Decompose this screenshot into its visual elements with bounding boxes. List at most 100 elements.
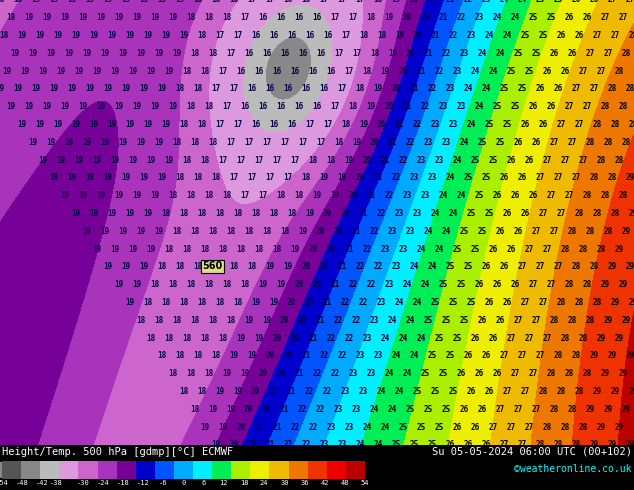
Text: 17: 17 bbox=[333, 49, 343, 58]
Text: 18: 18 bbox=[240, 480, 249, 487]
Text: 19: 19 bbox=[42, 13, 51, 23]
Text: 26: 26 bbox=[460, 405, 469, 414]
Text: 19: 19 bbox=[71, 120, 81, 129]
Text: 560: 560 bbox=[202, 261, 223, 271]
Text: 26: 26 bbox=[503, 209, 512, 218]
Text: 16: 16 bbox=[269, 31, 278, 40]
Text: 25: 25 bbox=[406, 405, 415, 414]
Text: -38: -38 bbox=[49, 480, 62, 487]
Text: 21: 21 bbox=[395, 120, 404, 129]
Text: 22: 22 bbox=[344, 334, 354, 343]
Text: 19: 19 bbox=[56, 156, 66, 165]
Text: 19: 19 bbox=[143, 209, 152, 218]
Text: 19: 19 bbox=[114, 13, 124, 23]
Text: 19: 19 bbox=[89, 209, 98, 218]
Text: 25: 25 bbox=[496, 138, 505, 147]
Text: 26: 26 bbox=[571, 0, 581, 4]
Text: 18: 18 bbox=[370, 49, 379, 58]
Text: 19: 19 bbox=[17, 120, 26, 129]
Text: 16: 16 bbox=[276, 102, 285, 111]
Text: 27: 27 bbox=[557, 209, 566, 218]
Text: 24: 24 bbox=[489, 67, 498, 75]
Text: 19: 19 bbox=[28, 49, 37, 58]
Text: 28: 28 bbox=[614, 156, 624, 165]
Text: 26: 26 bbox=[481, 441, 491, 449]
Text: 17: 17 bbox=[316, 138, 325, 147]
Text: 18: 18 bbox=[226, 227, 235, 236]
Text: 27: 27 bbox=[517, 351, 527, 361]
Text: 28: 28 bbox=[575, 298, 584, 307]
Text: 20: 20 bbox=[251, 387, 260, 396]
Text: 24: 24 bbox=[510, 13, 519, 23]
Text: 24: 24 bbox=[478, 49, 487, 58]
Text: 22: 22 bbox=[366, 280, 375, 289]
Text: 27: 27 bbox=[524, 245, 534, 254]
Text: 28: 28 bbox=[575, 387, 584, 396]
Text: 28: 28 bbox=[560, 245, 570, 254]
Text: 26: 26 bbox=[510, 191, 519, 200]
Text: 26: 26 bbox=[521, 209, 530, 218]
Text: 18: 18 bbox=[197, 120, 206, 129]
Text: 23: 23 bbox=[399, 245, 408, 254]
Text: 27: 27 bbox=[553, 173, 562, 182]
Text: 20: 20 bbox=[266, 351, 275, 361]
Text: 19: 19 bbox=[125, 31, 134, 40]
Text: 24: 24 bbox=[427, 263, 437, 271]
Text: 28: 28 bbox=[607, 84, 617, 94]
Text: 26: 26 bbox=[500, 263, 508, 271]
Text: 20: 20 bbox=[333, 227, 343, 236]
Text: 18: 18 bbox=[373, 0, 383, 4]
Text: 19: 19 bbox=[110, 245, 120, 254]
Text: 19: 19 bbox=[28, 138, 37, 147]
Text: 18: 18 bbox=[377, 31, 386, 40]
Text: 25: 25 bbox=[463, 173, 472, 182]
Text: 17: 17 bbox=[215, 120, 224, 129]
Text: 29: 29 bbox=[629, 387, 634, 396]
Text: 19: 19 bbox=[125, 120, 134, 129]
Text: 25: 25 bbox=[453, 245, 462, 254]
Text: 19: 19 bbox=[13, 84, 23, 94]
Text: 26: 26 bbox=[478, 316, 487, 325]
Text: 25: 25 bbox=[460, 227, 469, 236]
Text: 20: 20 bbox=[370, 138, 379, 147]
Text: 18: 18 bbox=[193, 84, 203, 94]
Text: 19: 19 bbox=[244, 316, 253, 325]
Bar bbox=[98, 461, 117, 479]
Text: 22: 22 bbox=[320, 351, 328, 361]
Text: 18: 18 bbox=[204, 369, 214, 378]
Text: 18: 18 bbox=[363, 67, 372, 75]
Text: 22: 22 bbox=[305, 387, 314, 396]
Text: 18: 18 bbox=[186, 280, 195, 289]
Text: 28: 28 bbox=[614, 67, 624, 75]
Text: 17: 17 bbox=[262, 138, 271, 147]
Bar bbox=[2, 461, 21, 479]
Text: 19: 19 bbox=[143, 120, 152, 129]
Text: 29: 29 bbox=[593, 387, 602, 396]
Text: 24: 24 bbox=[388, 316, 397, 325]
Text: 24: 24 bbox=[449, 209, 458, 218]
Text: 19: 19 bbox=[67, 84, 77, 94]
Text: 19: 19 bbox=[75, 156, 84, 165]
Text: 26: 26 bbox=[575, 31, 584, 40]
Text: 20: 20 bbox=[230, 441, 238, 449]
Text: 29: 29 bbox=[614, 245, 624, 254]
Text: 20: 20 bbox=[276, 369, 285, 378]
Bar bbox=[288, 461, 307, 479]
Text: 19: 19 bbox=[3, 67, 12, 75]
Text: 18: 18 bbox=[200, 245, 210, 254]
Text: 18: 18 bbox=[190, 138, 199, 147]
Text: 27: 27 bbox=[543, 334, 552, 343]
Text: 18: 18 bbox=[161, 298, 170, 307]
Text: 18: 18 bbox=[179, 298, 188, 307]
Text: 27: 27 bbox=[539, 298, 548, 307]
Text: 19: 19 bbox=[146, 245, 156, 254]
Text: 25: 25 bbox=[438, 280, 448, 289]
Text: 23: 23 bbox=[320, 441, 328, 449]
Text: 28: 28 bbox=[597, 156, 606, 165]
Text: 19: 19 bbox=[71, 209, 81, 218]
Text: 21: 21 bbox=[402, 102, 411, 111]
Text: 19: 19 bbox=[230, 351, 238, 361]
Text: 27: 27 bbox=[496, 405, 505, 414]
Text: 17: 17 bbox=[280, 138, 289, 147]
Text: 25: 25 bbox=[474, 191, 483, 200]
